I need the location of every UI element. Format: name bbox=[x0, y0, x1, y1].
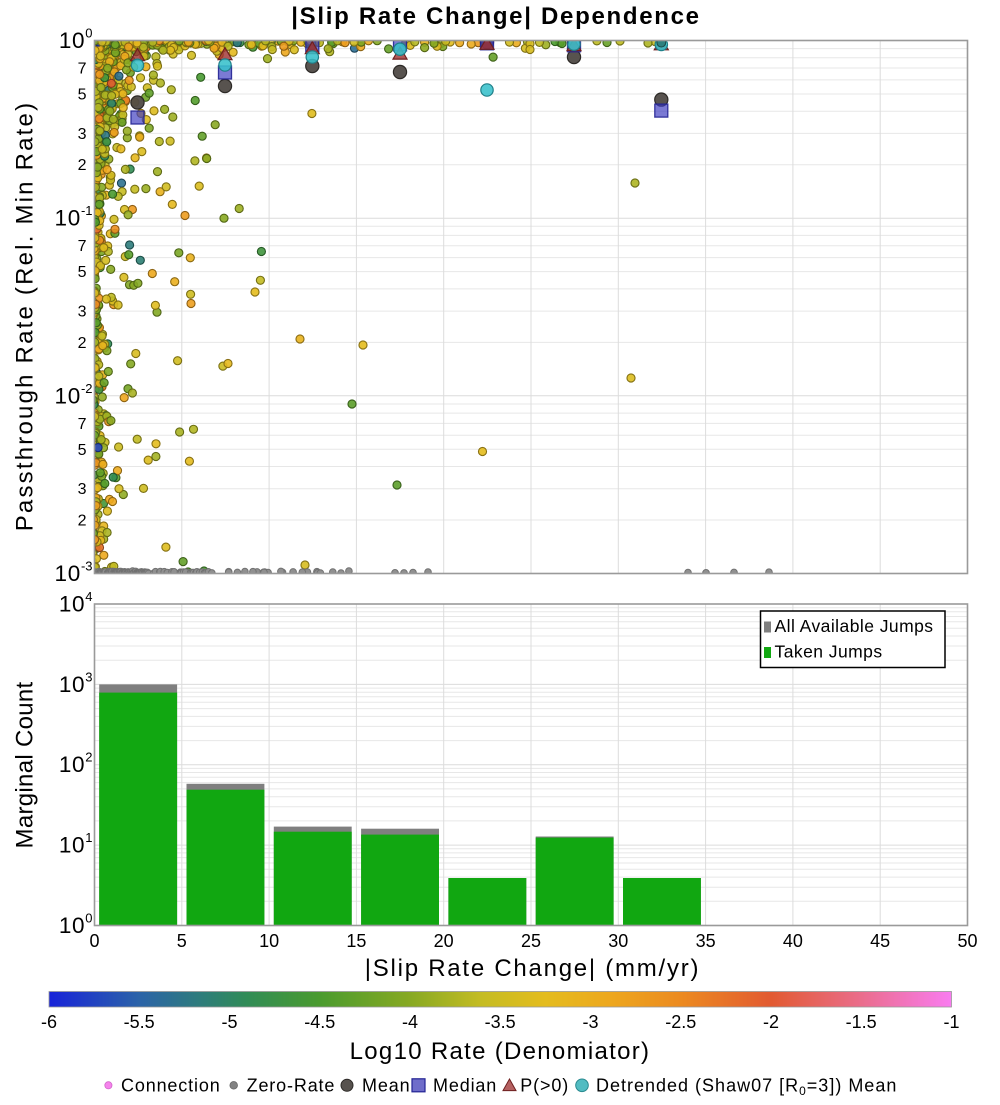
svg-text:10: 10 bbox=[259, 931, 279, 951]
svg-text:|Slip Rate Change| (mm/yr): |Slip Rate Change| (mm/yr) bbox=[365, 955, 700, 982]
svg-text:5: 5 bbox=[78, 87, 87, 104]
svg-text:104: 104 bbox=[59, 589, 93, 617]
svg-text:Zero-Rate: Zero-Rate bbox=[247, 1075, 336, 1095]
svg-text:40: 40 bbox=[783, 931, 803, 951]
svg-text:Detrended (Shaw07 [R0=3]) Mean: Detrended (Shaw07 [R0=3]) Mean bbox=[596, 1075, 897, 1098]
svg-text:5: 5 bbox=[177, 931, 187, 951]
svg-text:10-3: 10-3 bbox=[55, 559, 93, 587]
svg-text:3: 3 bbox=[78, 481, 87, 498]
svg-text:-2.5: -2.5 bbox=[665, 1012, 696, 1032]
svg-text:-1: -1 bbox=[943, 1012, 959, 1032]
svg-text:Mean: Mean bbox=[362, 1075, 410, 1095]
svg-text:25: 25 bbox=[521, 931, 541, 951]
svg-text:45: 45 bbox=[870, 931, 890, 951]
svg-text:3: 3 bbox=[78, 304, 87, 321]
svg-text:Median: Median bbox=[433, 1075, 497, 1095]
svg-text:-4: -4 bbox=[402, 1012, 418, 1032]
svg-text:101: 101 bbox=[59, 830, 93, 858]
svg-text:Log10 Rate (Denomiator): Log10 Rate (Denomiator) bbox=[350, 1038, 651, 1065]
svg-text:102: 102 bbox=[59, 750, 93, 778]
svg-text:30: 30 bbox=[608, 931, 628, 951]
svg-text:0: 0 bbox=[89, 931, 99, 951]
svg-text:7: 7 bbox=[78, 61, 87, 78]
svg-text:2: 2 bbox=[78, 513, 87, 530]
svg-text:-5: -5 bbox=[221, 1012, 237, 1032]
svg-text:50: 50 bbox=[957, 931, 977, 951]
svg-text:35: 35 bbox=[696, 931, 716, 951]
svg-text:-6: -6 bbox=[41, 1012, 57, 1032]
svg-text:5: 5 bbox=[78, 442, 87, 459]
svg-text:100: 100 bbox=[59, 26, 93, 54]
svg-text:10-2: 10-2 bbox=[55, 381, 93, 409]
svg-text:7: 7 bbox=[78, 238, 87, 255]
svg-text:103: 103 bbox=[59, 669, 93, 697]
svg-text:10-1: 10-1 bbox=[55, 203, 93, 231]
svg-text:-2: -2 bbox=[763, 1012, 779, 1032]
svg-text:2: 2 bbox=[78, 335, 87, 352]
svg-text:7: 7 bbox=[78, 416, 87, 433]
svg-text:-5.5: -5.5 bbox=[124, 1012, 155, 1032]
svg-text:-4.5: -4.5 bbox=[304, 1012, 335, 1032]
svg-text:20: 20 bbox=[434, 931, 454, 951]
svg-text:All Available Jumps: All Available Jumps bbox=[775, 616, 934, 636]
svg-text:-3: -3 bbox=[582, 1012, 598, 1032]
svg-text:5: 5 bbox=[78, 264, 87, 281]
svg-text:3: 3 bbox=[78, 126, 87, 143]
svg-text:Passthrough Rate (Rel. Min Rat: Passthrough Rate (Rel. Min Rate) bbox=[12, 101, 39, 532]
svg-text:Connection: Connection bbox=[121, 1075, 221, 1095]
svg-text:2: 2 bbox=[78, 157, 87, 174]
svg-text:100: 100 bbox=[59, 911, 93, 939]
svg-text:-1.5: -1.5 bbox=[846, 1012, 877, 1032]
svg-text:|Slip Rate Change| Dependence: |Slip Rate Change| Dependence bbox=[291, 3, 700, 30]
svg-text:15: 15 bbox=[346, 931, 366, 951]
svg-text:Taken Jumps: Taken Jumps bbox=[775, 642, 883, 662]
svg-text:-3.5: -3.5 bbox=[485, 1012, 516, 1032]
svg-text:Marginal Count: Marginal Count bbox=[12, 681, 39, 848]
svg-text:P(>0): P(>0) bbox=[520, 1075, 569, 1095]
